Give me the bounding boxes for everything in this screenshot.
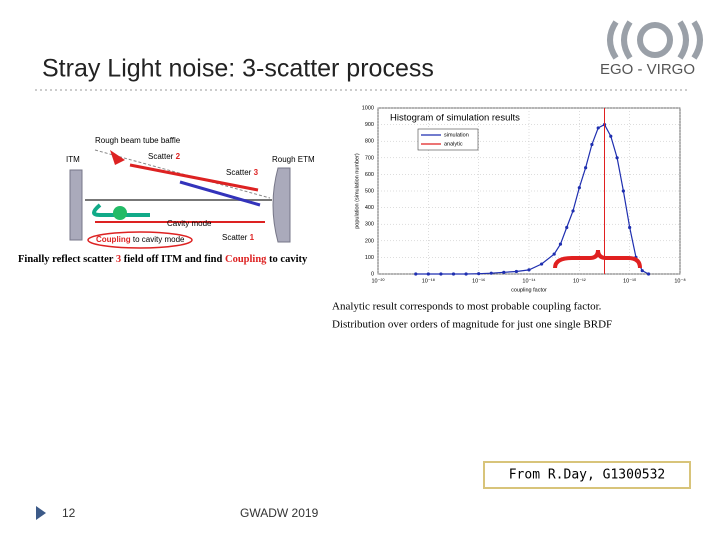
data-point [615, 156, 619, 160]
data-point [571, 209, 575, 213]
org-name: EGO - VIRGO [600, 61, 695, 78]
note: Distribution over orders of magnitude fo… [332, 319, 612, 331]
y-tick-label: 0 [371, 271, 374, 277]
caption-part: to cavity [266, 254, 308, 265]
y-tick-label: 900 [365, 122, 374, 128]
data-point [464, 272, 468, 276]
y-tick-label: 200 [365, 238, 374, 244]
data-point [451, 272, 456, 276]
data-point [628, 225, 632, 230]
data-point [539, 262, 544, 266]
data-point [609, 134, 613, 138]
label: Coupling to cavity mode [96, 235, 185, 244]
legend-entry: analytic [444, 141, 463, 147]
y-tick-label: 800 [365, 139, 374, 145]
label-part: 3 [254, 168, 259, 177]
data-point [646, 272, 651, 276]
label-part: to cavity mode [133, 235, 185, 244]
data-point [596, 126, 600, 130]
coupling-star [113, 206, 127, 220]
data-point [577, 186, 581, 190]
source-box [483, 461, 691, 489]
x-tick-label: 10⁻⁸ [674, 277, 685, 284]
coupling-highlight [87, 231, 193, 249]
label: Rough ETM [272, 155, 315, 164]
caption-part: Coupling [225, 254, 267, 265]
caption-part: field off ITM and find [121, 254, 225, 265]
note: Analytic result corresponds to most prob… [332, 301, 602, 313]
y-axis-label: population (simulation number) [354, 153, 360, 229]
scatter-arrow [129, 163, 259, 192]
data-point [565, 225, 569, 230]
y-tick-label: 600 [365, 172, 374, 178]
page-number: 12 [62, 506, 76, 520]
source: From R.Day, G1300532 [509, 468, 666, 483]
data-point [439, 272, 443, 276]
x-tick-label: 10⁻¹⁴ [522, 277, 536, 284]
etm-mirror [272, 167, 291, 243]
footer-bullet [36, 506, 46, 520]
data-point [621, 189, 625, 193]
chart-title: Histogram of simulation results [390, 113, 520, 124]
y-tick-label: 500 [365, 188, 374, 194]
slide-title: Stray Light noise: 3-scatter process [42, 55, 434, 83]
x-tick-label: 10⁻¹⁸ [422, 277, 435, 284]
logo [607, 20, 703, 60]
y-tick-label: 300 [365, 222, 374, 228]
chart: 0 100 200 300 400 500 600 700 800 900 1000 10⁻²⁰ 10⁻… [354, 105, 685, 293]
data-point [414, 272, 418, 276]
label: Rough beam tube baffle [95, 136, 181, 145]
x-tick-label: 10⁻¹⁰ [623, 277, 637, 284]
data-point [489, 271, 493, 275]
brace [553, 249, 642, 269]
data-point [426, 272, 430, 276]
caption-part: 3 [116, 254, 121, 265]
y-tick-label: 100 [365, 255, 374, 261]
label-part: Scatter [222, 233, 248, 242]
label: Scatter 1 [222, 233, 255, 242]
data-point [477, 272, 481, 276]
label-part: Scatter [226, 168, 252, 177]
diagram: Rough beam tube baffle ITM Rough ETM Cav… [18, 136, 315, 265]
coupling-arrow [92, 203, 150, 217]
data-point [590, 142, 594, 147]
data-point [558, 242, 563, 246]
y-tick-label: 400 [365, 205, 374, 211]
label: ITM [66, 155, 80, 164]
data-point [640, 269, 644, 273]
legend-entry: simulation [444, 132, 469, 138]
diagram-caption: Finally reflect scatter 3 field off ITM … [18, 254, 308, 265]
label: Cavity mode [167, 219, 212, 228]
itm-mirror [69, 169, 83, 241]
data-point [514, 269, 519, 274]
x-tick-label: 10⁻¹² [573, 278, 586, 284]
footer-event: GWADW 2019 [240, 506, 319, 520]
scatter-arrow [179, 180, 261, 207]
data-point [584, 166, 588, 170]
label: Scatter 3 [226, 168, 259, 177]
label-part: Coupling [96, 235, 131, 244]
data-point [502, 270, 506, 274]
label-part: 2 [176, 152, 181, 161]
y-tick-label: 700 [365, 155, 374, 161]
label-part: Scatter [148, 152, 174, 161]
legend-box [417, 128, 479, 151]
x-tick-label: 10⁻¹⁶ [472, 277, 485, 284]
y-tick-label: 1000 [362, 105, 374, 111]
data-point [552, 252, 556, 256]
caption-part: Finally reflect scatter [18, 254, 116, 265]
label-part: 1 [250, 233, 255, 242]
label: Scatter 2 [148, 152, 181, 161]
data-point [527, 268, 531, 272]
x-axis-label: coupling factor [511, 287, 547, 293]
x-tick-label: 10⁻²⁰ [371, 277, 385, 284]
baffle-scatter [110, 150, 125, 165]
